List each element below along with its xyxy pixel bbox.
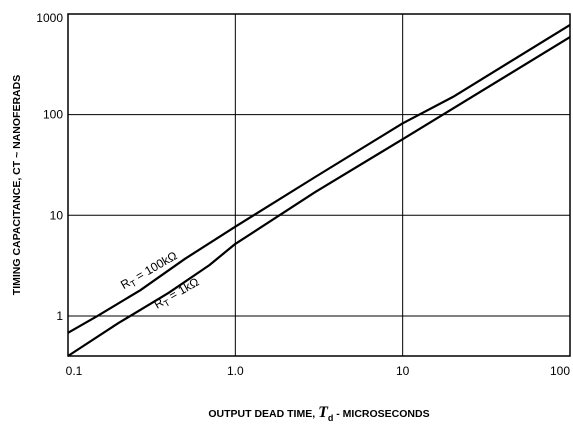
series-label: RT = 100kΩ — [118, 248, 180, 293]
x-axis-label-symbol: T — [318, 404, 329, 421]
y-tick-label: 1 — [56, 309, 63, 323]
x-axis-label: OUTPUT DEAD TIME, Td - MICROSECONDS — [208, 404, 429, 423]
x-axis-label-suffix: - MICROSECONDS — [333, 408, 429, 420]
x-axis-label-subscript: d — [328, 413, 334, 423]
grid-lines — [68, 14, 570, 356]
y-tick-label: 10 — [50, 208, 64, 222]
series-label: RT = 1kΩ — [152, 275, 203, 314]
y-tick-label: 1000 — [36, 11, 63, 25]
x-tick-label: 1.0 — [227, 364, 244, 378]
x-tick-label: 100 — [550, 364, 570, 378]
series-line — [67, 36, 571, 357]
y-tick-labels: 1 10 100 1000 — [36, 11, 63, 323]
series-line — [67, 23, 571, 334]
x-tick-label: 0.1 — [66, 364, 83, 378]
y-tick-label: 100 — [43, 108, 63, 122]
x-axis-label-prefix: OUTPUT DEAD TIME, — [208, 408, 318, 420]
x-tick-label: 10 — [396, 364, 410, 378]
y-axis-label: TIMING CAPACITANCE, CT ~ NANOFERADS — [11, 75, 23, 295]
x-tick-labels: 0.1 1.0 10 100 — [66, 364, 571, 378]
plot-frame — [67, 13, 571, 357]
